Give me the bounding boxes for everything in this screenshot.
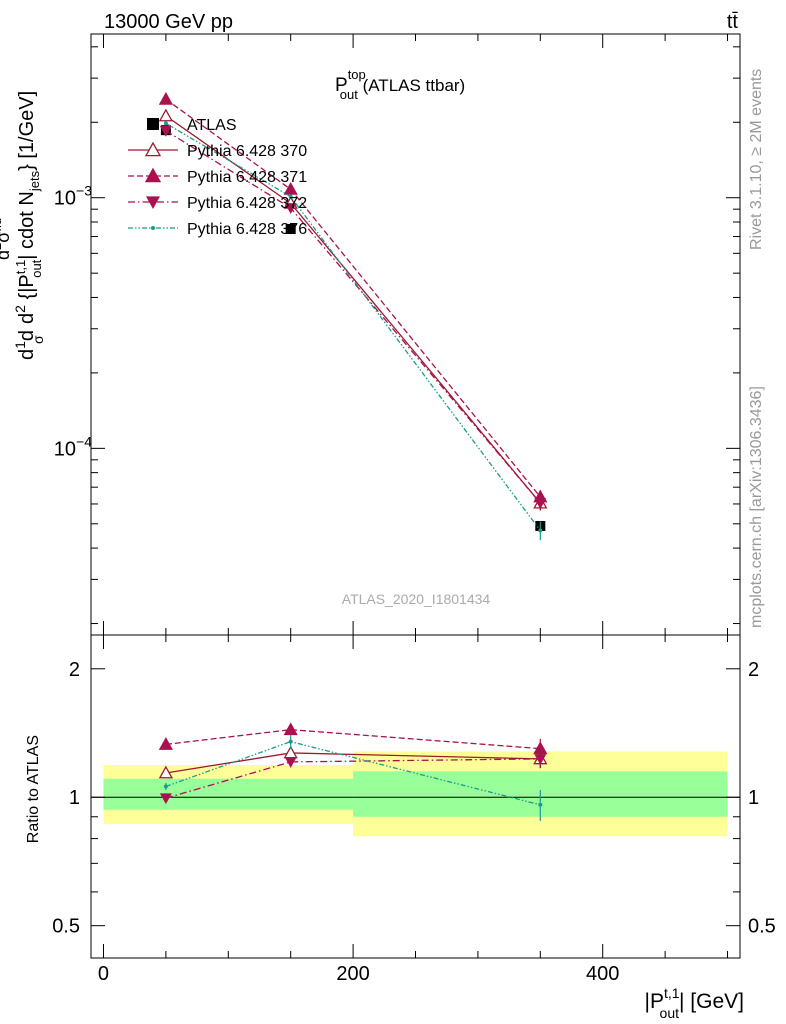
ratio-series-3-point [163,784,168,789]
legend-entry-2-label: Pythia 6.428 371 [187,169,307,186]
main-panel-ticks: 10−410−310−2 [54,34,740,635]
ratio-y-tick-label-left: 0.5 [52,916,80,938]
series-4-point [288,194,293,199]
x-axis-label: |Pt,1 out| [GeV] [645,985,745,1021]
legend-entry-1-marker [144,141,162,157]
ratio-series-2-point [284,757,297,768]
main-y-axis-label: d1dd2 {|Pt,1out| cdot Njets} [1/GeV] σ d… [0,91,46,360]
ratio-panel: 0.5 0.5 1 1 2 2 0 200 400 Ratio to ATLAS |Pt,1 ou… [25,634,776,1021]
ratio-series-3-point [538,802,543,807]
series-0-point [285,224,296,235]
svg-text:d1dd2 {|Pt,1out| cdot Njets} [: d1dd2 {|Pt,1out| cdot Njets} [1/GeV] [12,91,44,360]
legend: ATLAS Pythia 6.428 370 Pythia 6.428 371 Pyt… [128,117,307,238]
process-label: tt̄ [727,11,739,33]
ratio-y-tick-label-right: 2 [748,659,759,681]
y-tick-label: 10−3 [54,183,92,210]
legend-entry-3-marker [146,196,160,209]
x-axis-label-sub: out [660,1005,680,1021]
legend-entry-3-label: Pythia 6.428 372 [187,195,307,212]
svg-text:σ: σ [30,335,46,344]
series-3-line [165,130,541,504]
x-axis-label-main: |P [645,990,664,1013]
series-2-point [283,182,298,195]
energy-label: 13000 GeV pp [104,11,233,33]
series-3-point [284,203,297,214]
ratio-y-tick-label-right: 1 [748,787,759,809]
ratio-y-axis-label: Ratio to ATLAS [25,735,42,843]
legend-entry-1-label: Pythia 6.428 370 [187,143,307,160]
ratio-series-1-point [283,722,298,736]
ratio-series-3-line [165,740,541,806]
ratio-series-1-point [158,737,173,750]
ratio-series-1-line [165,729,541,750]
plot-title: Ptop out (ATLAS ttbar) [335,67,465,102]
ratio-series-2-line [165,758,541,799]
ratio-series-2-point [534,754,547,765]
ratio-y-tick-label-left: 1 [69,787,80,809]
legend-entry-4-label: Pythia 6.428 376 [187,221,307,238]
legend-entry-2-marker [144,167,162,183]
ratio-series-3-point [288,739,293,744]
svg-text:d2σfid: d2σfid [0,218,13,260]
series-3-point [534,498,547,510]
legend-entry-0-marker [147,118,159,130]
series-2-point [158,91,173,105]
y-tick-label: 10−4 [54,433,92,460]
rivet-version-label: Rivet 3.1.10, ≥ 2M events [748,69,765,250]
plot-title-sup: top [348,67,366,82]
x-axis-label-rest: | [GeV] [679,990,744,1013]
mcplots-label: mcplots.cern.ch [arXiv:1306.3436] [748,386,765,628]
ratio-y-tick-label-right: 0.5 [748,916,776,938]
series-4-point [538,528,543,533]
ratio-panel-ticks: 0.5 0.5 1 1 2 2 0 200 400 [52,635,776,985]
ratio-series-0-point [158,765,173,779]
series-4-point [163,121,168,126]
x-tick-label: 200 [336,963,369,985]
ratio-y-tick-label-left: 2 [69,659,80,681]
x-axis-label-sup: t,1 [664,985,680,1001]
plot-title-main: P [335,75,348,96]
plot-title-rest: (ATLAS ttbar) [358,76,465,95]
plot-title-sub: out [340,87,358,102]
legend-entry-4-marker [151,226,155,230]
x-tick-label: 0 [98,963,109,985]
analysis-watermark: ATLAS_2020_I1801434 [342,591,491,607]
series-3-point [159,125,172,137]
x-tick-label: 400 [586,963,619,985]
ratio-series-2-point [159,793,172,805]
main-panel-marks [158,91,548,541]
legend-entry-0-label: ATLAS [187,117,237,134]
uncertainty-band-inner [103,778,354,810]
series-1-point [158,108,173,122]
ratio-panel-marks [91,722,740,837]
